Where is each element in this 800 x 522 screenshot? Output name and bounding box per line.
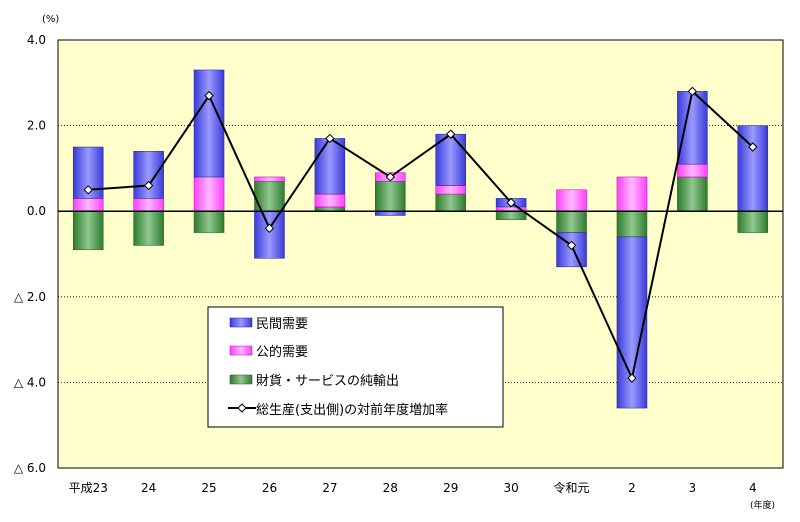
bar-private-demand bbox=[435, 133, 466, 186]
bar-public-demand bbox=[314, 193, 346, 208]
bar-net-exports bbox=[737, 210, 769, 233]
legend-label-public-demand: 公的需要 bbox=[256, 344, 308, 360]
x-tick-label: 28 bbox=[383, 481, 398, 495]
growth-point bbox=[204, 90, 214, 101]
bar-private-demand bbox=[314, 138, 346, 195]
y-tick-labels: 4.0 2.0 0.0 △ 2.0 △ 4.0 △ 6.0 bbox=[14, 33, 46, 475]
y-tick-label: 0.0 bbox=[27, 204, 46, 218]
growth-point bbox=[627, 373, 637, 383]
bar-net-exports bbox=[72, 210, 104, 250]
growth-line-path bbox=[88, 89, 754, 382]
growth-point bbox=[446, 129, 456, 139]
bar-net-exports bbox=[193, 210, 225, 233]
growth-line bbox=[83, 86, 758, 383]
bar-public-demand bbox=[133, 198, 164, 212]
y-tick-label: △ 6.0 bbox=[14, 461, 46, 475]
bar-public-demand bbox=[677, 163, 708, 178]
bar-net-exports bbox=[375, 180, 406, 212]
legend-label-private-demand: 民間需要 bbox=[256, 317, 308, 332]
growth-point bbox=[687, 86, 698, 97]
x-tick-label: 平成23 bbox=[69, 481, 108, 495]
growth-point bbox=[325, 133, 335, 144]
x-tick-label: 2 bbox=[628, 481, 636, 495]
bar-net-exports bbox=[556, 210, 587, 233]
legend: 民間需要 公的需要 財貨・サービスの純輸出 総生産(支出側)の対前年度増加率 bbox=[207, 306, 504, 428]
bar-net-exports bbox=[677, 176, 708, 212]
y-tick-label: 2.0 bbox=[27, 119, 46, 133]
legend-label-net-exports: 財貨・サービスの純輸出 bbox=[256, 373, 399, 389]
legend-swatch-private-demand bbox=[229, 317, 253, 328]
x-unit-label: (年度) bbox=[750, 499, 775, 511]
x-tick-label: 27 bbox=[322, 481, 337, 495]
growth-point bbox=[264, 223, 275, 234]
x-tick-label: 30 bbox=[503, 481, 518, 495]
bar-public-demand bbox=[193, 176, 225, 212]
plot-border bbox=[57, 39, 784, 469]
bar-net-exports bbox=[616, 210, 648, 238]
bar-public-demand bbox=[556, 189, 587, 212]
y-unit-label: (%) bbox=[42, 14, 59, 25]
bar-private-demand bbox=[677, 91, 708, 165]
bar-private-demand bbox=[193, 69, 225, 178]
bar-public-demand bbox=[72, 198, 104, 212]
x-tick-label: 26 bbox=[262, 481, 277, 495]
y-tick-label: 4.0 bbox=[27, 33, 46, 47]
bar-net-exports bbox=[495, 210, 527, 221]
x-tick-label: 29 bbox=[443, 481, 458, 495]
x-tick-label: 4 bbox=[749, 481, 757, 495]
x-tick-label: 令和元 bbox=[554, 480, 590, 495]
bar-net-exports bbox=[133, 210, 164, 246]
y-tick-label: △ 4.0 bbox=[14, 375, 46, 389]
legend-marker-diamond bbox=[237, 403, 247, 413]
growth-point bbox=[385, 172, 395, 182]
growth-point bbox=[83, 185, 93, 195]
y-tick-label: △ 2.0 bbox=[14, 290, 46, 304]
legend-swatch-public-demand bbox=[229, 345, 253, 356]
growth-point bbox=[506, 197, 516, 208]
x-tick-labels: 平成23 24 25 26 27 28 29 30 令和元 2 3 4 bbox=[69, 480, 757, 495]
growth-point bbox=[566, 240, 577, 251]
bar-private-demand bbox=[737, 125, 769, 212]
x-tick-label: 3 bbox=[689, 481, 697, 495]
bar-net-exports bbox=[435, 193, 466, 212]
legend-swatch-net-exports bbox=[229, 374, 253, 385]
bar-private-demand bbox=[254, 210, 285, 259]
growth-point bbox=[748, 142, 758, 152]
legend-label-growth-line: 総生産(支出側)の対前年度増加率 bbox=[256, 402, 448, 418]
bar-public-demand bbox=[616, 176, 648, 212]
growth-point bbox=[143, 180, 154, 191]
x-tick-label: 25 bbox=[201, 481, 216, 495]
x-tick-label: 24 bbox=[141, 481, 156, 495]
bar-public-demand bbox=[435, 185, 466, 195]
bar-public-demand bbox=[254, 176, 285, 182]
bar-private-demand bbox=[133, 151, 164, 199]
legend-box bbox=[207, 306, 504, 428]
